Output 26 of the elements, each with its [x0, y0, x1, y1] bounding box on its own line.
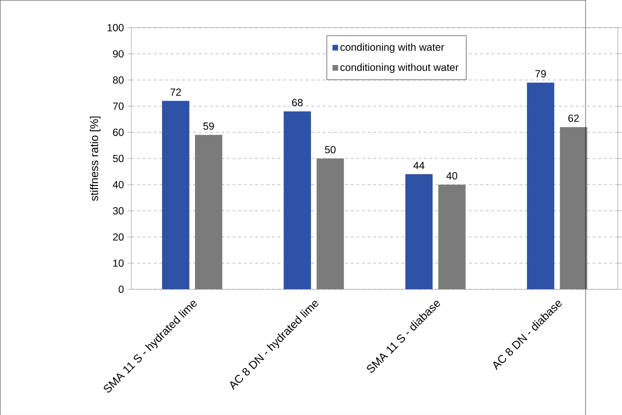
bar [162, 100, 190, 290]
data-label: 59 [203, 122, 214, 130]
y-tick-label: 40 [112, 180, 124, 188]
y-tick-label: 30 [112, 206, 124, 214]
y-tick-label: 90 [113, 50, 124, 58]
data-label: 72 [170, 88, 181, 96]
y-tick-label: 10 [113, 259, 124, 267]
y-tick-label: 20 [113, 233, 124, 240]
legend-label: conditioning with water [340, 43, 444, 53]
data-label: 79 [535, 70, 546, 78]
y-tick-label: 100 [108, 24, 124, 32]
y-tick-label: 80 [113, 76, 124, 84]
bar [405, 174, 433, 290]
y-tick-label: 60 [113, 128, 124, 136]
legend-label: conditioning without water [340, 63, 458, 73]
data-label: 68 [292, 98, 303, 106]
bar [284, 111, 311, 290]
data-label: 44 [413, 162, 424, 169]
y-tick-label: 70 [113, 102, 124, 110]
data-label: 50 [324, 146, 336, 154]
y-tick-label: 50 [112, 154, 124, 162]
data-label: 40 [446, 172, 458, 180]
y-tick-label: 0 [118, 285, 124, 293]
data-label: 62 [568, 114, 579, 122]
y-axis-title: stiffness ratio [%] [90, 116, 100, 201]
bar [526, 82, 554, 290]
